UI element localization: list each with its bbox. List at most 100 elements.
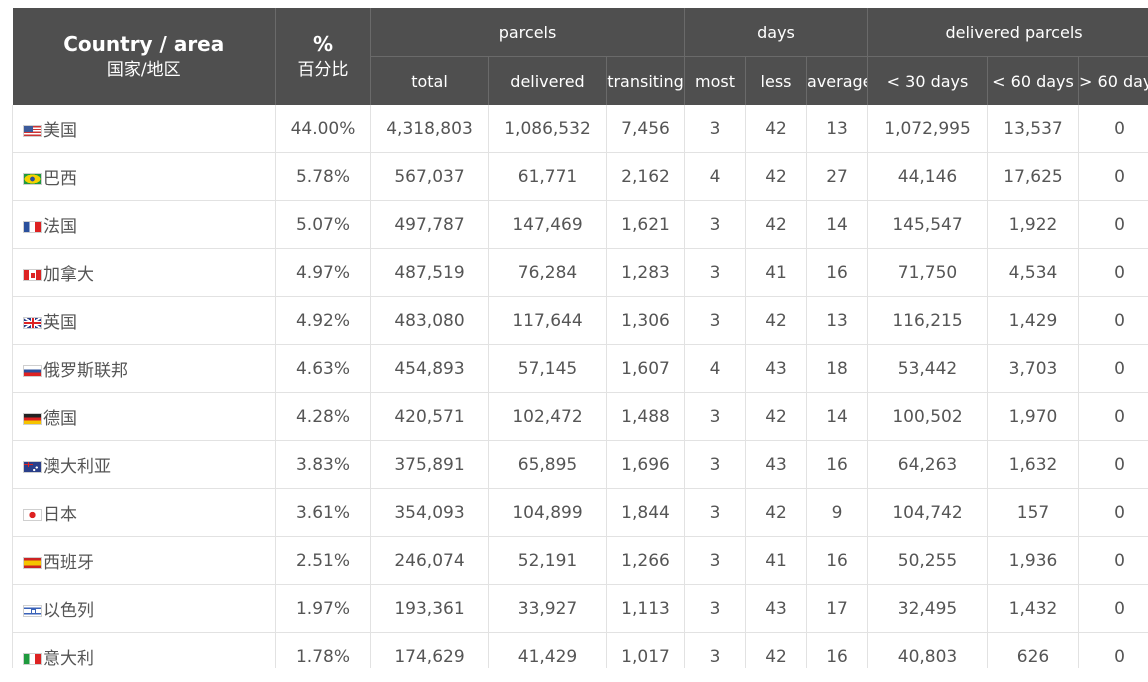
country-name: 英国 — [43, 313, 77, 333]
cell-lt30: 145,547 — [867, 200, 989, 249]
percent-title-zh: 百分比 — [297, 59, 349, 80]
col-gt60: > 60 days — [1078, 56, 1148, 105]
table-row: 美国 44.00% 4,318,803 1,086,532 7,456 3 42 13 1,07… — [12, 105, 1148, 153]
cell-less: 42 — [745, 296, 808, 345]
cell-average: 27 — [806, 152, 869, 201]
cell-country: 法国 — [12, 200, 276, 249]
cell-lt60: 3,703 — [987, 344, 1080, 393]
cell-most: 3 — [684, 536, 747, 585]
es-flag-icon — [23, 557, 42, 569]
cell-delivered: 57,145 — [488, 344, 607, 393]
cell-country: 意大利 — [12, 632, 276, 668]
col-lt30: < 30 days — [867, 56, 989, 105]
table-viewport: Country / area 国家/地区 % 百分比 parcels days … — [12, 8, 1148, 668]
cell-gt60: 0 — [1078, 392, 1148, 441]
cell-country: 德国 — [12, 392, 276, 441]
col-transiting: transiting — [606, 56, 686, 105]
cell-percent: 1.78% — [275, 632, 371, 668]
de-flag-icon — [23, 413, 42, 425]
cell-total: 354,093 — [370, 488, 489, 537]
cell-less: 42 — [745, 488, 808, 537]
cell-total: 174,629 — [370, 632, 489, 668]
table-row: 意大利 1.78% 174,629 41,429 1,017 3 42 16 40,803 626… — [12, 632, 1148, 668]
cell-transiting: 1,017 — [606, 632, 686, 668]
cell-average: 14 — [806, 392, 869, 441]
cell-less: 42 — [745, 632, 808, 668]
cell-total: 375,891 — [370, 440, 489, 489]
col-most: most — [684, 56, 747, 105]
cell-lt30: 50,255 — [867, 536, 989, 585]
table-row: 澳大利亚 3.83% 375,891 65,895 1,696 3 43 16 64,263 1,… — [12, 440, 1148, 489]
cell-gt60: 0 — [1078, 200, 1148, 249]
cell-total: 483,080 — [370, 296, 489, 345]
cell-lt60: 1,970 — [987, 392, 1080, 441]
cell-transiting: 1,283 — [606, 248, 686, 297]
cell-delivered: 41,429 — [488, 632, 607, 668]
cell-lt30: 71,750 — [867, 248, 989, 297]
cell-percent: 3.61% — [275, 488, 371, 537]
cell-country: 澳大利亚 — [12, 440, 276, 489]
cell-less: 43 — [745, 584, 808, 633]
cell-transiting: 1,306 — [606, 296, 686, 345]
cell-gt60: 0 — [1078, 344, 1148, 393]
parcel-stats-table: Country / area 国家/地区 % 百分比 parcels days … — [12, 8, 1148, 668]
cell-most: 3 — [684, 200, 747, 249]
cell-country: 以色列 — [12, 584, 276, 633]
cell-gt60: 0 — [1078, 440, 1148, 489]
country-name: 以色列 — [43, 601, 94, 621]
cell-lt30: 53,442 — [867, 344, 989, 393]
br-flag-icon — [23, 173, 42, 185]
cell-transiting: 1,266 — [606, 536, 686, 585]
country-area-title: Country / area — [63, 31, 225, 56]
cell-delivered: 61,771 — [488, 152, 607, 201]
cell-gt60: 0 — [1078, 488, 1148, 537]
cell-total: 193,361 — [370, 584, 489, 633]
country-name: 澳大利亚 — [43, 457, 111, 477]
country-name: 日本 — [43, 505, 77, 525]
cell-most: 3 — [684, 392, 747, 441]
cell-transiting: 1,844 — [606, 488, 686, 537]
cell-delivered: 65,895 — [488, 440, 607, 489]
cell-country: 俄罗斯联邦 — [12, 344, 276, 393]
cell-percent: 5.78% — [275, 152, 371, 201]
cell-lt30: 40,803 — [867, 632, 989, 668]
cell-delivered: 104,899 — [488, 488, 607, 537]
cell-percent: 4.28% — [275, 392, 371, 441]
cell-total: 4,318,803 — [370, 105, 489, 153]
cell-percent: 1.97% — [275, 584, 371, 633]
ru-flag-icon — [23, 365, 42, 377]
table-row: 加拿大 4.97% 487,519 76,284 1,283 3 41 16 71,750 4,5… — [12, 248, 1148, 297]
cell-most: 4 — [684, 344, 747, 393]
fr-flag-icon — [23, 221, 42, 233]
cell-transiting: 1,607 — [606, 344, 686, 393]
cell-average: 16 — [806, 248, 869, 297]
cell-less: 41 — [745, 536, 808, 585]
cell-average: 13 — [806, 105, 869, 153]
cell-transiting: 2,162 — [606, 152, 686, 201]
cell-less: 42 — [745, 392, 808, 441]
table-body: 美国 44.00% 4,318,803 1,086,532 7,456 3 42 13 1,07… — [12, 105, 1148, 668]
days-group-header: days — [684, 8, 869, 57]
cell-most: 3 — [684, 105, 747, 153]
col-average: average — [806, 56, 869, 105]
parcels-group-header: parcels — [370, 8, 686, 57]
cell-average: 16 — [806, 632, 869, 668]
cell-lt60: 1,432 — [987, 584, 1080, 633]
cell-lt30: 44,146 — [867, 152, 989, 201]
cell-lt30: 100,502 — [867, 392, 989, 441]
cell-less: 42 — [745, 152, 808, 201]
cell-transiting: 7,456 — [606, 105, 686, 153]
cell-less: 41 — [745, 248, 808, 297]
cell-transiting: 1,696 — [606, 440, 686, 489]
it-flag-icon — [23, 653, 42, 665]
cell-country: 日本 — [12, 488, 276, 537]
cell-lt60: 4,534 — [987, 248, 1080, 297]
table-header: Country / area 国家/地区 % 百分比 parcels days … — [12, 8, 1148, 105]
cell-lt60: 13,537 — [987, 105, 1080, 153]
cell-most: 3 — [684, 248, 747, 297]
cell-gt60: 0 — [1078, 105, 1148, 153]
cell-gt60: 0 — [1078, 536, 1148, 585]
table-row: 法国 5.07% 497,787 147,469 1,621 3 42 14 145,547 1,… — [12, 200, 1148, 249]
cell-total: 420,571 — [370, 392, 489, 441]
cell-most: 3 — [684, 488, 747, 537]
